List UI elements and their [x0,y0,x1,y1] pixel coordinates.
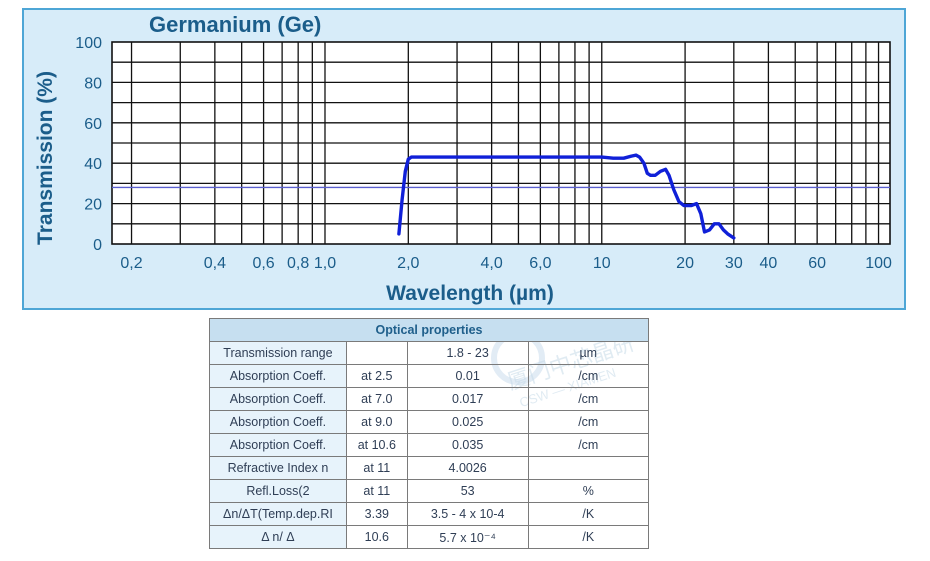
x-tick-label: 0,8 [287,255,309,272]
table-cell: 0.017 [406,387,529,411]
table-header-row: Optical properties [209,318,649,342]
table-row: Δn/ΔT(Temp.dep.RI 3.39 3.5 - 4 x 10-4/K [209,502,650,526]
table-cell: 1.8 - 23 [406,341,529,365]
table-cell: 3.39 [345,502,408,526]
table-cell: µm [527,341,650,365]
y-tick-label: 60 [84,116,102,133]
table-cell: /K [527,525,650,549]
x-tick-label: 40 [760,255,778,272]
x-tick-label: 20 [676,255,694,272]
table-cell: % [527,479,650,503]
table-cell: Transmission range [209,341,347,365]
table-cell: 0.035 [406,433,529,457]
x-tick-label: 60 [808,255,826,272]
table-row: Absorption Coeff. at 2.5 0.01/cm [209,364,650,388]
transmission-chart: Germanium (Ge) Transmission (%) Waveleng… [34,12,892,305]
x-tick-label: 1,0 [314,255,336,272]
x-tick-label: 2,0 [397,255,419,272]
plot-area: 0 20 40 60 80 100 0,2 0,4 0,6 0,8 1,0 2,0 4,0 6,0 10 20… [75,35,892,272]
table-cell: Absorption Coeff. [209,410,347,434]
table-cell: /cm [527,364,650,388]
table-row: Absorption Coeff. at 9.0 0.025/cm [209,410,650,434]
table-cell: Δ n/ Δ [209,525,347,549]
x-tick-label: 100 [865,255,892,272]
table-cell: /cm [527,387,650,411]
x-tick-label: 0,6 [252,255,274,272]
y-tick-label: 40 [84,156,102,173]
table-cell: /cm [527,410,650,434]
table-row: Refractive Index n at 11 4.0026 [209,456,650,480]
x-axis-label: Wavelength (µm) [386,282,554,305]
x-tick-label: 4,0 [481,255,503,272]
table-cell: 4.0026 [406,456,529,480]
table-cell: Absorption Coeff. [209,364,347,388]
optical-properties-table: Optical properties Transmission range 1.8 … [209,318,650,549]
table-cell: at 11 [345,456,408,480]
table-row: Absorption Coeff. at 7.0 0.017/cm [209,387,650,411]
table-cell: Δn/ΔT(Temp.dep.RI [209,502,347,526]
y-tick-label: 80 [84,75,102,92]
table-cell [345,341,408,365]
x-tick-label: 10 [593,255,611,272]
y-tick-label: 20 [84,197,102,214]
table-row: Absorption Coeff. at 10.6 0.035/cm [209,433,650,457]
table-row: Δ n/ Δ 10.6 5.7 x 10⁻⁴/K [209,525,650,549]
table-cell: 10.6 [345,525,408,549]
table-cell: at 10.6 [345,433,408,457]
table-cell: 3.5 - 4 x 10-4 [406,502,529,526]
x-tick-label: 30 [725,255,743,272]
table-cell: Refractive Index n [209,456,347,480]
table-cell: Absorption Coeff. [209,433,347,457]
table-cell: /cm [527,433,650,457]
chart-panel: Germanium (Ge) Transmission (%) Waveleng… [22,8,906,310]
table-cell: Refl.Loss(2 [209,479,347,503]
y-tick-label: 0 [93,237,102,254]
x-tick-label: 6,0 [529,255,551,272]
table-cell: Absorption Coeff. [209,387,347,411]
table-cell: at 11 [345,479,408,503]
table-cell: 0.01 [406,364,529,388]
table-row: Transmission range 1.8 - 23 µm [209,341,650,365]
table-cell: 53 [406,479,529,503]
y-axis-label: Transmission (%) [34,71,57,245]
x-tick-label: 0,4 [204,255,226,272]
table-cell: 5.7 x 10⁻⁴ [406,525,529,549]
table-cell: 0.025 [406,410,529,434]
table-cell: /K [527,502,650,526]
table-cell: at 9.0 [345,410,408,434]
table-row: Refl.Loss(2 at 11 53% [209,479,650,503]
table-header: Optical properties [209,318,649,342]
y-tick-label: 100 [75,35,102,52]
transmission-series-line [397,153,736,240]
x-tick-label: 0,2 [120,255,142,272]
chart-title: Germanium (Ge) [149,12,321,37]
table-cell: at 2.5 [345,364,408,388]
table-cell [527,456,650,480]
table-cell: at 7.0 [345,387,408,411]
